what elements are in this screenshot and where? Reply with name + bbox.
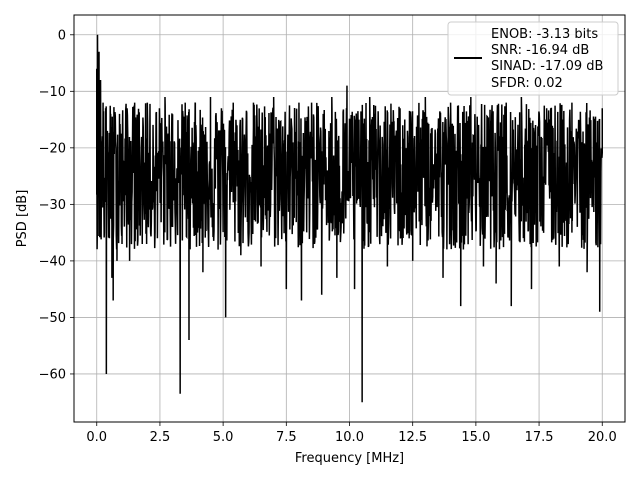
legend-entry-snr: SNR: -16.94 dB — [491, 43, 589, 58]
y-tick-label: −60 — [39, 367, 66, 382]
legend-entry-sfdr: SFDR: 0.02 — [491, 76, 563, 91]
y-axis: 0 −10 −20 −30 −40 −50 −60 — [39, 28, 74, 382]
x-tick-label: 2.5 — [150, 430, 171, 445]
x-tick-label: 17.5 — [525, 430, 554, 445]
x-tick-label: 0.0 — [86, 430, 107, 445]
psd-trace — [96, 34, 603, 403]
y-tick-label: −20 — [39, 141, 66, 156]
y-tick-label: −40 — [39, 254, 66, 269]
y-tick-label: −50 — [39, 311, 66, 326]
y-axis-label: PSD [dB] — [15, 190, 30, 248]
x-tick-label: 12.5 — [398, 430, 427, 445]
x-axis-label: Frequency [MHz] — [295, 451, 404, 466]
legend-entry-enob: ENOB: -3.13 bits — [491, 27, 598, 42]
y-tick-label: 0 — [58, 28, 66, 43]
legend: ENOB: -3.13 bits SNR: -16.94 dB SINAD: -… — [447, 21, 619, 96]
legend-box — [447, 21, 619, 96]
legend-entry-sinad: SINAD: -17.09 dB — [491, 59, 603, 74]
psd-series-line — [96, 34, 603, 403]
x-axis: 0.0 2.5 5.0 7.5 10.0 12.5 15.0 17.5 20.0 — [86, 422, 617, 445]
x-tick-label: 7.5 — [276, 430, 297, 445]
x-tick-label: 5.0 — [213, 430, 234, 445]
x-tick-label: 20.0 — [588, 430, 617, 445]
x-tick-label: 15.0 — [461, 430, 490, 445]
y-tick-label: −10 — [39, 85, 66, 100]
y-tick-label: −30 — [39, 198, 66, 213]
x-tick-label: 10.0 — [335, 430, 364, 445]
